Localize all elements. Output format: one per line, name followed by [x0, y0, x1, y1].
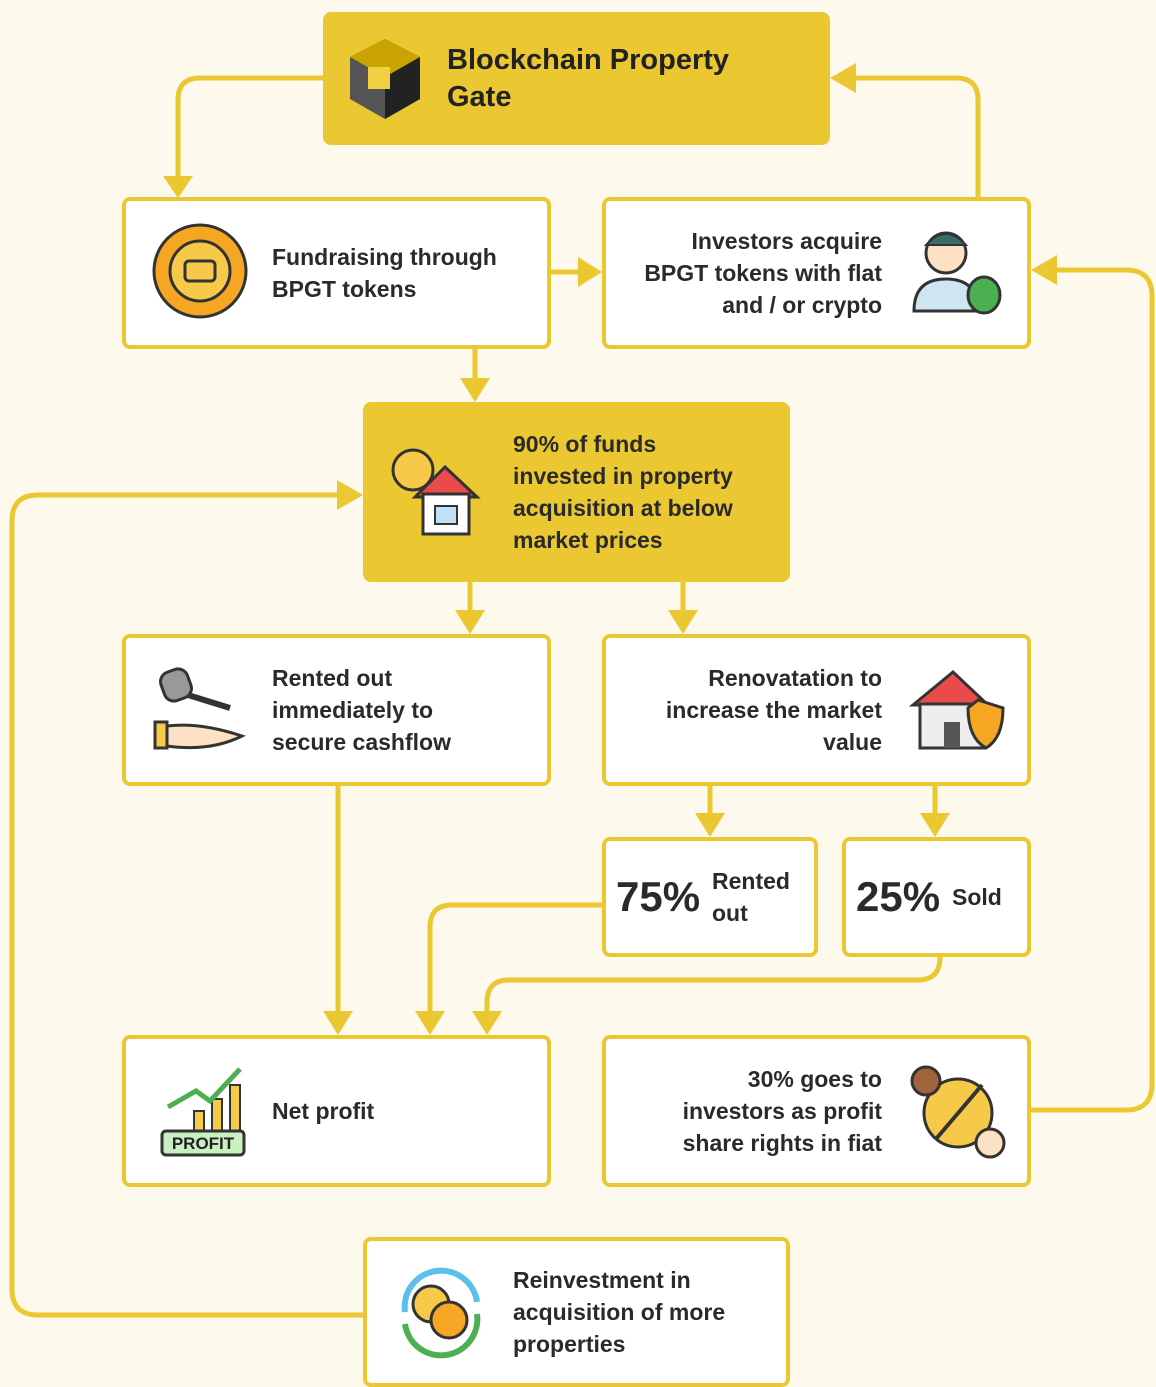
icon — [152, 223, 248, 319]
node-value: 75% — [616, 873, 701, 920]
title-box: Blockchain Property Gate — [323, 12, 830, 145]
connector — [848, 75, 981, 197]
node-line: Fundraising through — [272, 244, 497, 270]
node-line: immediately to — [272, 697, 434, 723]
logo-icon — [350, 39, 420, 119]
arrowhead — [455, 610, 485, 634]
connector — [484, 956, 943, 1018]
node-line: secure cashflow — [272, 729, 451, 755]
arrowhead — [668, 610, 698, 634]
node-line: 90% of funds — [513, 431, 657, 457]
icon-label: PROFIT — [172, 1134, 235, 1153]
node-line: Net profit — [272, 1098, 375, 1124]
node-line: acquisition of more — [513, 1299, 726, 1325]
node-text: 90% of funds invested in property acquisit… — [513, 428, 733, 556]
icon: PROFIT — [160, 1067, 246, 1157]
node-box: 25% Sold — [842, 837, 1031, 957]
node-box: 30% goes to investors as profit share righ… — [602, 1035, 1031, 1187]
node-line: Rented out — [272, 665, 393, 691]
arrowhead — [337, 480, 363, 510]
arrowhead — [695, 813, 725, 837]
node-text: Investors acquire BPGT tokens with flat an… — [644, 225, 882, 321]
node-line: properties — [513, 1331, 626, 1357]
node-line: share rights in fiat — [682, 1130, 882, 1156]
node-box: Investors acquire BPGT tokens with flat an… — [602, 197, 1031, 349]
node-text: Sold — [952, 881, 1002, 913]
arrowhead — [460, 378, 490, 402]
node-text: Renovatation to increase the market value — [666, 662, 882, 758]
arrowhead — [472, 1011, 502, 1035]
node-text: Net profit — [272, 1095, 374, 1127]
node-line: Rented — [712, 868, 790, 894]
title-line: Gate — [447, 80, 512, 113]
node-line: market prices — [513, 527, 663, 553]
title: Blockchain Property Gate — [447, 42, 729, 116]
node-line: invested in property — [513, 463, 733, 489]
node-text: Rented out immediately to secure cashflow — [272, 662, 451, 758]
icon — [910, 1065, 1006, 1159]
icon — [401, 1267, 481, 1359]
icon — [912, 231, 1002, 315]
node-line: out — [712, 900, 748, 926]
arrowhead — [830, 63, 856, 93]
icon — [153, 667, 246, 750]
arrowhead — [163, 176, 193, 198]
node-box: Rented out immediately to secure cashflow — [122, 634, 551, 786]
node-line: and / or crypto — [722, 292, 882, 318]
icon — [391, 448, 481, 536]
node-line: increase the market — [665, 697, 882, 723]
node-text: Reinvestment in acquisition of more proper… — [513, 1264, 725, 1360]
arrowhead — [920, 813, 950, 837]
node-line: acquisition at below — [513, 495, 733, 521]
arrowhead — [578, 257, 602, 287]
arrowhead — [415, 1011, 445, 1035]
node-box: Renovatation to increase the market value — [602, 634, 1031, 786]
node-line: investors as profit — [682, 1098, 882, 1124]
icon — [908, 670, 1005, 750]
node-line: BPGT tokens with flat — [644, 260, 882, 286]
node-line: Investors acquire — [691, 228, 882, 254]
node-box: PROFIT Net profit — [122, 1035, 551, 1187]
node-text: Fundraising through BPGT tokens — [272, 241, 497, 305]
arrowhead — [1031, 255, 1057, 285]
node-box: Reinvestment in acquisition of more proper… — [363, 1237, 790, 1387]
connector — [427, 902, 602, 1018]
node-text: Rented out — [712, 865, 790, 929]
connector — [1031, 267, 1155, 1113]
node-line: Renovatation to — [708, 665, 882, 691]
node-box: Fundraising through BPGT tokens — [122, 197, 551, 349]
node-line: Sold — [952, 884, 1002, 910]
node-line: value — [823, 729, 882, 755]
title-line: Blockchain Property — [447, 43, 730, 76]
node-value: 25% — [856, 873, 941, 920]
node-line: Reinvestment in — [513, 1267, 691, 1293]
node-line: BPGT tokens — [272, 276, 417, 302]
node-text: 30% goes to investors as profit share righ… — [683, 1063, 882, 1159]
arrowhead — [323, 1011, 353, 1035]
connector — [175, 75, 323, 180]
node-box: 75% Rented out — [602, 837, 818, 957]
connector — [9, 492, 363, 1318]
node-box: 90% of funds invested in property acquisit… — [363, 402, 790, 582]
node-line: 30% goes to — [747, 1066, 882, 1092]
